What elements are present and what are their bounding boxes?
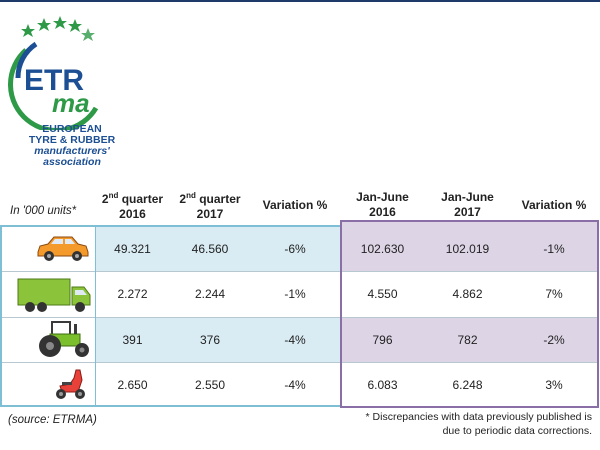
unit-label: In '000 units* <box>10 205 77 217</box>
row-band-tractor-q <box>95 318 340 362</box>
tractor-icon <box>39 321 89 357</box>
cell-var-q: -6% <box>284 242 306 256</box>
cell-var-q: -1% <box>284 287 306 301</box>
cell-q2-2016: 2.650 <box>117 378 148 392</box>
header-variation-h: Variation % <box>521 198 587 212</box>
header-variation-q: Variation % <box>262 198 328 212</box>
source-note: (source: ETRMA) <box>8 414 97 426</box>
cell-h1-2016: 6.083 <box>367 378 398 392</box>
logo-line-3: manufacturers' <box>34 145 110 157</box>
cell-var-h: 7% <box>545 287 563 301</box>
header-q2-2017: 2nd quarter 2017 <box>179 191 241 221</box>
cell-var-q: -4% <box>284 378 306 392</box>
row-band-car-h <box>340 222 598 271</box>
header-q2-2016: 2nd quarter 2016 <box>101 191 164 221</box>
table-row-tractor: 391 376 -4% 796 782 -2% <box>0 318 600 362</box>
row-band-tractor-h <box>340 318 598 362</box>
cell-h1-2017: 782 <box>457 333 478 347</box>
cell-var-h: -1% <box>543 242 565 256</box>
logo-line-1: EUROPEAN <box>42 123 102 135</box>
logo-text: EUROPEAN TYRE & RUBBER manufacturers' as… <box>22 124 122 168</box>
cell-q2-2016: 391 <box>122 333 143 347</box>
truck-icon <box>17 278 91 312</box>
logo-line-2: TYRE & RUBBER <box>28 134 116 146</box>
table-row-scooter: 2.650 2.550 -4% 6.083 6.248 3% <box>0 363 600 407</box>
table-row-truck: 2.272 2.244 -1% 4.550 4.862 7% <box>0 272 600 316</box>
top-rule <box>0 0 600 2</box>
etrma-emblem-icon: ETR ma <box>7 16 99 133</box>
cell-q2-2016: 2.272 <box>117 287 148 301</box>
cell-var-h: 3% <box>545 378 563 392</box>
cell-h1-2017: 6.248 <box>452 378 483 392</box>
cell-h1-2017: 102.019 <box>445 242 490 256</box>
cell-q2-2017: 2.244 <box>194 287 226 301</box>
logo-abbr-bottom: ma <box>52 88 90 118</box>
half-year-frame <box>340 220 599 408</box>
logo-abbr-top: ETR <box>24 64 84 97</box>
quarter-frame <box>0 225 340 407</box>
header-h1-2017: Jan-June 2017 <box>441 190 494 219</box>
cell-h1-2017: 4.862 <box>452 287 483 301</box>
cell-h1-2016: 102.630 <box>360 242 405 256</box>
cell-q2-2017: 46.560 <box>191 242 229 256</box>
cell-q2-2017: 2.550 <box>194 378 226 392</box>
table-row-car: 49.321 46.560 -6% 102.630 102.019 -1% <box>0 227 600 271</box>
cell-q2-2017: 376 <box>199 333 221 347</box>
header-h1-2016: Jan-June 2016 <box>356 190 409 219</box>
cell-var-h: -2% <box>543 333 565 347</box>
logo-line-4: association <box>43 156 101 168</box>
etrma-logo: ETR ma <box>4 10 114 180</box>
cell-h1-2016: 4.550 <box>367 287 398 301</box>
grid-line <box>0 317 598 318</box>
row-band-car-q <box>95 227 340 271</box>
icon-column-divider <box>95 225 96 407</box>
cell-h1-2016: 796 <box>372 333 393 347</box>
grid-line <box>0 271 598 272</box>
discrepancy-note: * Discrepancies with data previously pub… <box>365 411 592 437</box>
cell-var-q: -4% <box>284 333 306 347</box>
grid-line <box>0 362 598 363</box>
cell-q2-2016: 49.321 <box>114 242 151 256</box>
car-icon <box>37 236 89 261</box>
scooter-icon <box>56 369 85 399</box>
